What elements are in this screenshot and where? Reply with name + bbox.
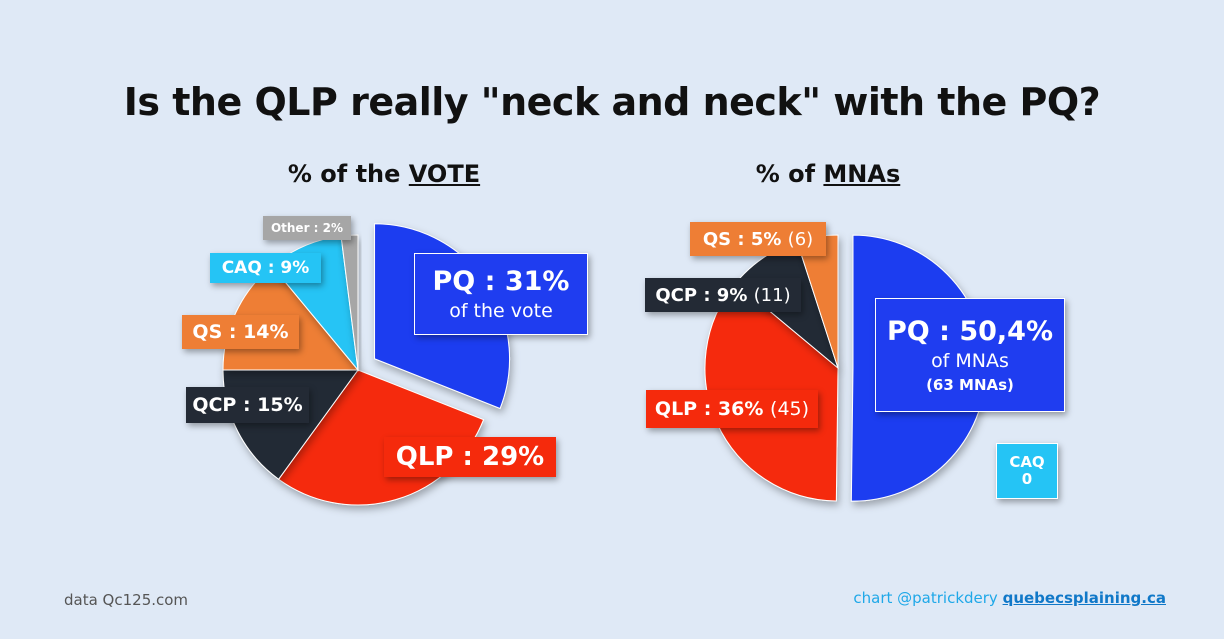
vote-label-qlp-text: QLP : 29% [396,442,544,472]
vote-label-pq-main: PQ : 31% [433,266,570,297]
chart-credit-prefix: chart @patrickdery [853,589,1002,607]
data-source: data Qc125.com [64,591,188,609]
vote-label-other-text: Other : 2% [271,221,343,235]
mna-label-caq-seats: 0 [1022,471,1032,488]
vote-label-other: Other : 2% [263,216,351,240]
mna-label-qs: QS : 5% (6) [690,222,826,256]
mna-label-pq-sub: of MNAs [931,351,1009,373]
mna-label-qlp: QLP : 36% (45) [646,390,818,428]
mna-label-caq: CAQ 0 [996,443,1058,499]
mna-label-qlp-seats: (45) [770,398,809,420]
mna-label-pq-main: PQ : 50,4% [887,316,1053,347]
vote-label-qs: QS : 14% [182,315,299,349]
vote-label-pq: PQ : 31% of the vote [414,253,588,335]
mna-label-qs-text: QS : 5% [703,229,782,250]
vote-label-pq-sub: of the vote [449,301,553,323]
mna-label-pq: PQ : 50,4% of MNAs (63 MNAs) [875,298,1065,412]
vote-label-caq-text: CAQ : 9% [222,258,310,278]
mna-label-caq-text: CAQ [1009,454,1044,471]
mna-label-qcp-seats: (11) [754,285,791,306]
vote-label-qcp: QCP : 15% [186,387,309,423]
mna-label-qcp: QCP : 9% (11) [645,278,801,312]
chart-credit: chart @patrickdery quebecsplaining.ca [853,589,1166,607]
mna-label-qlp-text: QLP : 36% [655,398,764,420]
mna-label-pq-seats: (63 MNAs) [926,377,1014,394]
mna-label-qcp-text: QCP : 9% [655,285,747,306]
vote-label-caq: CAQ : 9% [210,253,321,283]
quebecsplaining-link[interactable]: quebecsplaining.ca [1003,589,1166,607]
mna-label-qs-seats: (6) [788,229,814,250]
vote-label-qs-text: QS : 14% [192,321,288,343]
vote-label-qcp-text: QCP : 15% [192,394,302,416]
vote-label-qlp: QLP : 29% [384,437,556,477]
